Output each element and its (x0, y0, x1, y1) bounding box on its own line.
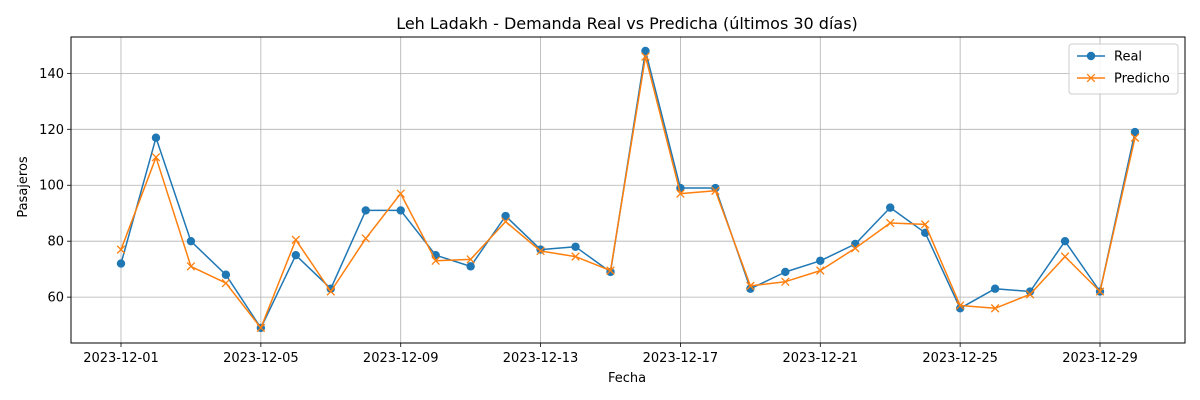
point-predicho (221, 278, 231, 288)
point-real (501, 211, 510, 221)
legend: Real Predicho (1068, 43, 1179, 95)
legend-entry-predicho: Predicho (1077, 72, 1170, 87)
point-predicho (676, 189, 685, 198)
point-predicho (990, 304, 1000, 313)
point-real (1130, 127, 1140, 137)
y-axis-label: Pasajeros (16, 156, 31, 218)
point-predicho (850, 243, 860, 253)
point-predicho (256, 323, 266, 333)
point-real (571, 242, 580, 251)
legend-marker (1086, 51, 1096, 61)
point-predicho (606, 266, 615, 275)
point-predicho (955, 301, 965, 310)
y-tick-label: 80 (47, 235, 64, 250)
point-real (1060, 236, 1070, 246)
series-line-real (120, 50, 1136, 329)
point-predicho (431, 256, 440, 266)
point-real (886, 203, 895, 212)
point-predicho (396, 189, 405, 198)
point-predicho (361, 234, 371, 243)
point-predicho (711, 186, 720, 196)
point-real (781, 267, 790, 277)
y-tick-label: 140 (39, 67, 64, 82)
legend-marker (1086, 73, 1096, 83)
point-real (361, 206, 370, 215)
point-real (151, 133, 161, 142)
point-real (1025, 287, 1035, 296)
x-tick-label: 2023-12-01 (83, 351, 159, 366)
point-predicho (781, 277, 790, 287)
point-predicho (1130, 133, 1140, 142)
y-tick-label: 100 (39, 179, 64, 194)
legend-label: Predicho (1114, 72, 1170, 87)
point-real (990, 284, 1000, 293)
point-real (116, 259, 126, 268)
point-predicho (326, 287, 336, 296)
point-real (816, 256, 825, 265)
x-tick-label: 2023-12-09 (363, 351, 439, 366)
point-predicho (1025, 290, 1035, 299)
x-tick-label: 2023-12-05 (223, 351, 299, 366)
point-predicho (291, 235, 301, 245)
point-real (221, 270, 231, 279)
point-real (746, 284, 755, 293)
grid-lines (71, 37, 1185, 343)
legend-entry-real: Real (1077, 50, 1142, 65)
point-real (536, 245, 545, 254)
series-predicho (116, 52, 1140, 333)
point-real (186, 236, 196, 246)
point-predicho (501, 217, 510, 226)
point-real (711, 183, 720, 193)
point-real (396, 206, 405, 215)
point-predicho (641, 52, 650, 61)
y-tick-label: 120 (39, 123, 64, 138)
legend-label: Real (1114, 50, 1142, 65)
point-predicho (466, 255, 475, 264)
point-predicho (116, 245, 126, 254)
point-real (641, 46, 650, 56)
point-predicho (885, 218, 895, 228)
chart-title: Leh Ladakh - Demanda Real vs Predicha (ú… (396, 14, 858, 33)
x-axis-label: Fecha (608, 371, 646, 386)
point-predicho (1095, 287, 1105, 296)
x-tick-label: 2023-12-25 (922, 351, 998, 366)
x-tick-label: 2023-12-29 (1062, 351, 1138, 366)
point-real (466, 262, 475, 271)
y-tick-label: 60 (47, 291, 64, 306)
plot-frame (70, 36, 1186, 344)
point-predicho (186, 262, 196, 271)
series-real (116, 46, 1140, 333)
series-line-predicho (120, 55, 1136, 329)
point-predicho (536, 246, 545, 256)
x-tick-label: 2023-12-13 (503, 351, 579, 366)
point-predicho (571, 252, 580, 261)
point-predicho (1060, 252, 1070, 261)
point-predicho (746, 281, 755, 291)
x-tick-label: 2023-12-17 (643, 351, 719, 366)
x-tick-label: 2023-12-21 (783, 351, 859, 366)
axis-ticks: 2023-12-01 2023-12-05 2023-12-09 2023-12-13… (39, 67, 1138, 366)
point-predicho (920, 220, 930, 229)
point-predicho (816, 266, 825, 275)
point-real (326, 284, 335, 293)
point-real (291, 250, 301, 260)
point-predicho (151, 153, 161, 162)
series-layer (116, 46, 1140, 333)
